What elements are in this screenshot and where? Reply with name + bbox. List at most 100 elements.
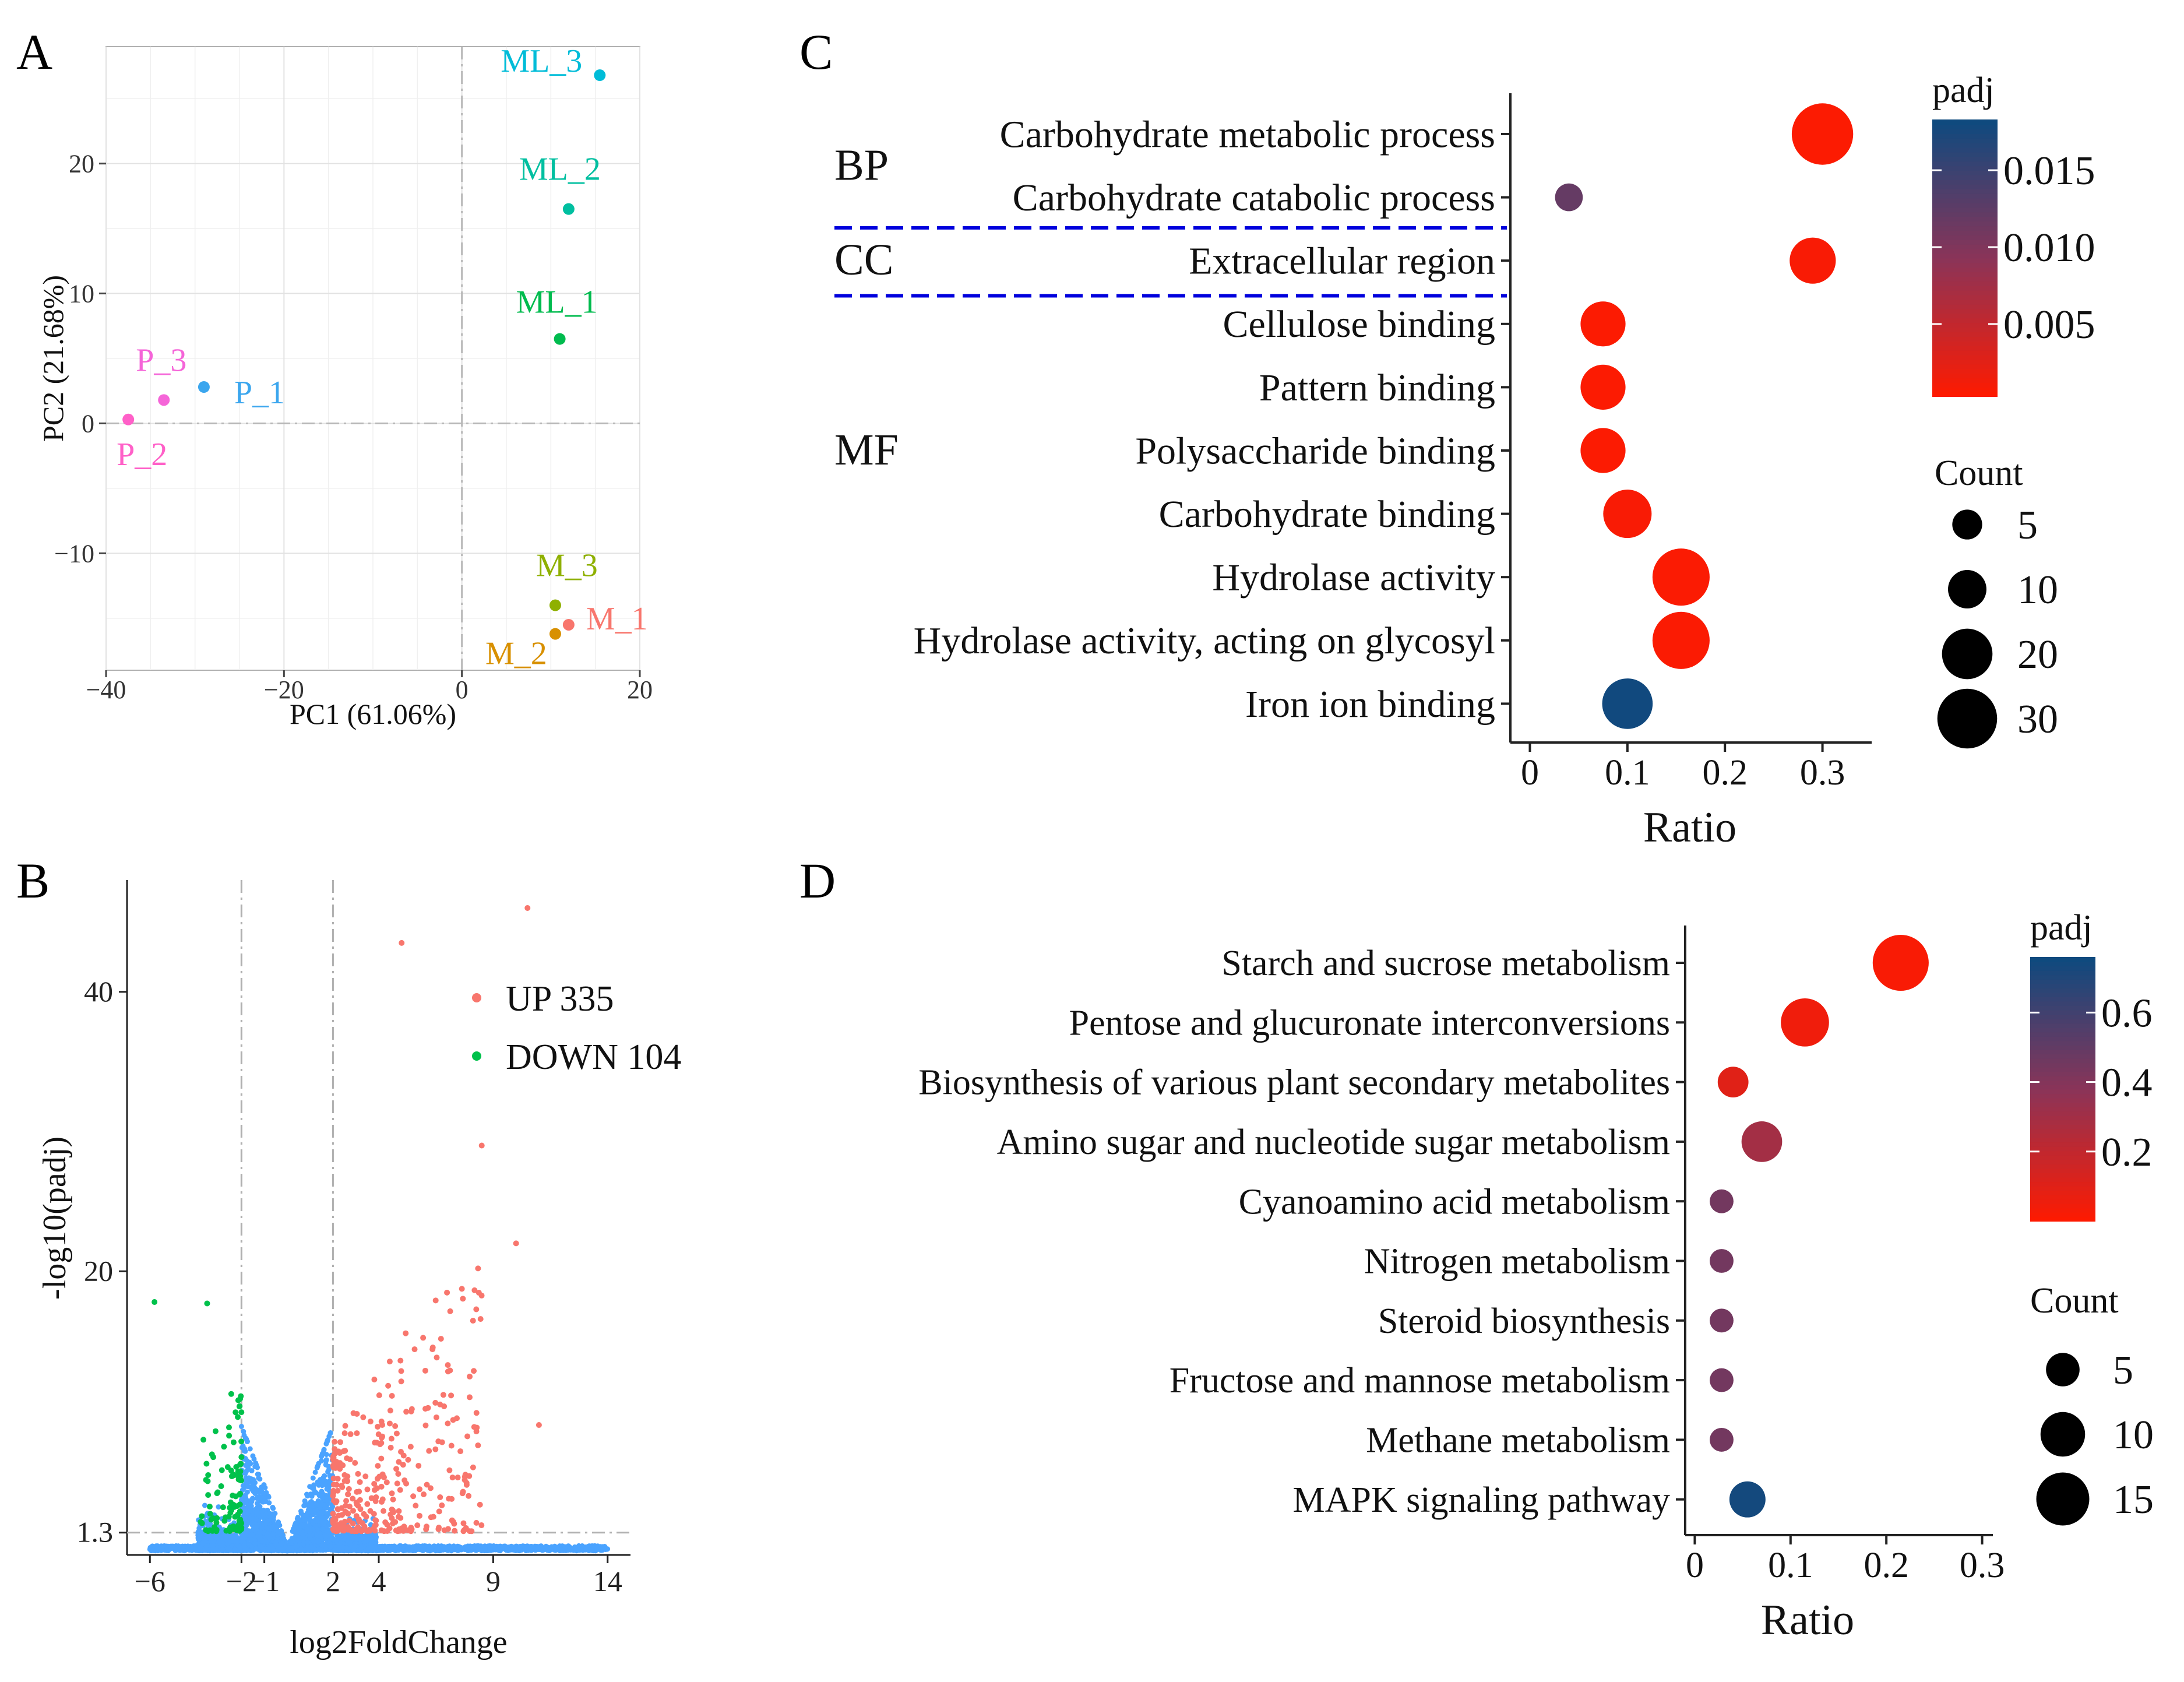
up-point [466, 1394, 473, 1401]
ns-point [323, 1462, 329, 1468]
down-point [205, 1472, 212, 1478]
up-point [354, 1430, 360, 1437]
down-point [238, 1438, 245, 1445]
x-axis-label: Ratio [1643, 804, 1736, 851]
term-dot [1710, 1368, 1734, 1392]
color-bar-segment [2030, 1058, 2095, 1064]
ns-point [327, 1544, 333, 1550]
up-point [331, 1461, 337, 1467]
color-bar-segment [2030, 1194, 2095, 1200]
ns-point [196, 1529, 202, 1535]
up-point [376, 1392, 382, 1398]
panel-label-d: D [799, 853, 836, 909]
color-bar-segment [2030, 1001, 2095, 1007]
up-point [341, 1430, 348, 1437]
down-point [235, 1468, 241, 1475]
up-point [394, 1480, 400, 1487]
down-point [236, 1491, 242, 1498]
ns-point [263, 1490, 269, 1495]
ns-point [302, 1498, 308, 1504]
ns-point [153, 1543, 159, 1549]
up-point [392, 1519, 399, 1525]
color-bar-segment [1932, 382, 1998, 388]
up-point [383, 1479, 390, 1486]
up-point [332, 1438, 338, 1445]
up-point [424, 1482, 430, 1488]
ns-point [252, 1540, 258, 1546]
color-bar-segment [2030, 1115, 2095, 1121]
up-point [460, 1489, 466, 1495]
size-legend-label: 15 [2113, 1477, 2154, 1522]
ns-point [248, 1461, 253, 1466]
up-point [422, 1367, 428, 1374]
ns-point [279, 1528, 284, 1534]
up-point [384, 1528, 390, 1534]
color-bar-segment [1932, 161, 1998, 167]
up-point [432, 1446, 439, 1452]
sample-point [562, 618, 575, 631]
up-point [387, 1407, 393, 1414]
up-point [449, 1475, 456, 1481]
term-label: Iron ion binding [1245, 683, 1495, 726]
term-dot [1717, 1067, 1749, 1097]
up-point [408, 1406, 415, 1412]
color-bar-segment [1932, 345, 1998, 351]
ns-point [301, 1517, 307, 1523]
ns-point [307, 1532, 312, 1538]
size-legend-label: 20 [2017, 632, 2058, 677]
ns-point [508, 1547, 514, 1553]
ns-point [400, 1547, 406, 1553]
up-point [350, 1521, 356, 1527]
size-legend-label: 10 [2113, 1413, 2154, 1458]
ns-point [316, 1546, 322, 1552]
down-point [233, 1463, 239, 1470]
ns-point [191, 1546, 197, 1552]
ns-point [238, 1424, 244, 1430]
up-point [432, 1297, 439, 1304]
size-legend-label: 10 [2017, 568, 2058, 613]
down-point [227, 1524, 233, 1530]
sample-label: P_3 [136, 342, 186, 378]
ns-point [209, 1536, 214, 1542]
x-tick-label: 0 [1521, 753, 1539, 793]
up-point [389, 1515, 395, 1522]
color-bar-segment [2030, 1075, 2095, 1081]
y-tick-label: −10 [54, 539, 94, 568]
ns-point [233, 1534, 238, 1540]
sample-label: M_1 [586, 601, 648, 637]
up-point [396, 1526, 402, 1532]
size-legend-key [1948, 570, 1986, 608]
color-bar-segment [1932, 304, 1998, 309]
ns-point [378, 1544, 383, 1550]
x-tick-label: −40 [86, 675, 126, 704]
color-bar-segment [1932, 354, 1998, 360]
ns-point [393, 1545, 399, 1551]
color-legend-title: padj [1932, 71, 1995, 110]
ns-point [317, 1532, 323, 1537]
up-point [473, 1306, 480, 1312]
ns-point [305, 1493, 311, 1499]
ns-point [210, 1542, 216, 1548]
ns-point [320, 1526, 326, 1532]
up-point [385, 1382, 392, 1389]
color-bar-segment [1932, 216, 1998, 222]
up-point [401, 1526, 407, 1533]
ns-point [316, 1503, 322, 1509]
ns-point [324, 1439, 330, 1445]
color-bar-segment [1932, 373, 1998, 379]
ns-point [517, 1546, 523, 1551]
ns-point [458, 1545, 464, 1551]
ns-point [269, 1524, 274, 1530]
ns-point [241, 1428, 246, 1434]
up-point [390, 1496, 396, 1502]
up-point [367, 1419, 374, 1425]
down-point [221, 1518, 228, 1524]
ns-point [448, 1545, 454, 1551]
ns-point [227, 1547, 233, 1553]
down-point [213, 1519, 220, 1526]
color-bar-label: 0.005 [2003, 302, 2095, 347]
color-bar-segment [2030, 1102, 2095, 1107]
color-bar-label: 0.010 [2003, 226, 2095, 270]
ns-point [256, 1475, 262, 1481]
up-point [378, 1483, 385, 1490]
